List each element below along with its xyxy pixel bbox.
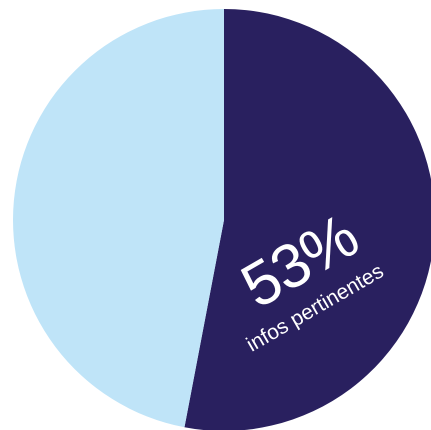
pie-slice-1 [184,9,431,430]
pie-slice-2 [12,9,224,428]
pie-slices [12,9,431,430]
